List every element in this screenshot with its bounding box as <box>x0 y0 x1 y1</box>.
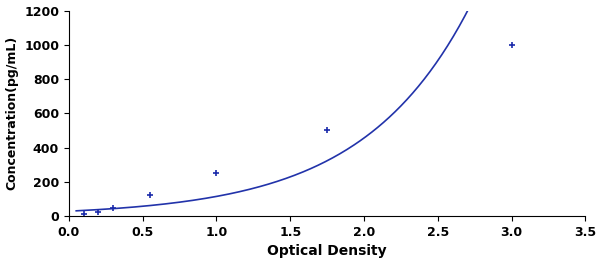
Y-axis label: Concentration(pg/mL): Concentration(pg/mL) <box>5 36 19 191</box>
X-axis label: Optical Density: Optical Density <box>267 244 387 258</box>
